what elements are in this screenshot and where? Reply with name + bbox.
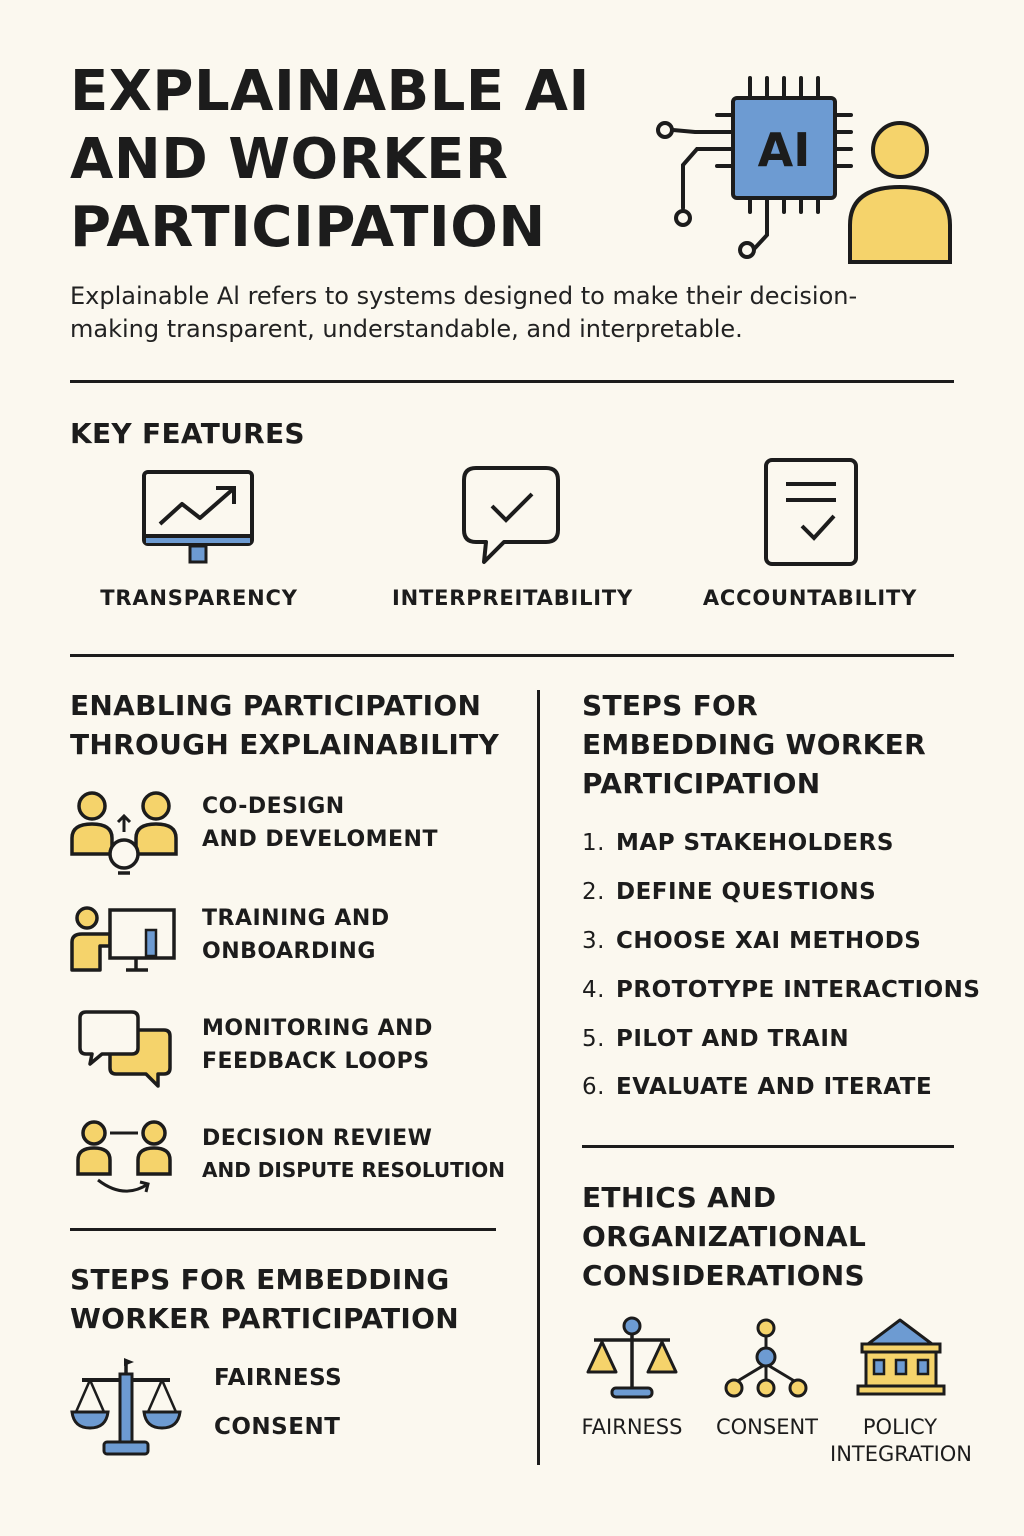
steps-left-fairness: FAIRNESS (214, 1365, 343, 1391)
step-item: 2. DEFINE QUESTIONS (582, 879, 877, 905)
chip-text: AI (758, 123, 811, 177)
page-title: EXPLAINABLE AI AND WORKER PARTICIPATION (70, 58, 630, 262)
enabling-item-co-design: CO-DESIGN AND DEVELOMENT (202, 794, 438, 852)
enabling-item-decision-review: DECISION REVIEW AND DISPUTE RESOLUTION (202, 1126, 505, 1182)
divider (70, 654, 954, 657)
people-exchange-icon (76, 1120, 172, 1193)
step-item: 5. PILOT AND TRAIN (582, 1026, 850, 1052)
step-item: 4. PROTOTYPE INTERACTIONS (582, 977, 981, 1003)
building-icon (856, 1318, 946, 1396)
ethics-label-policy: POLICY INTEGRATION (830, 1415, 973, 1466)
ai-chip-person-icon: AI (656, 76, 952, 264)
presenter-board-icon (70, 906, 176, 972)
divider (582, 1145, 954, 1148)
step-item: 3. CHOOSE XAI METHODS (582, 928, 922, 954)
enabling-item-monitoring: MONITORING AND FEEDBACK LOOPS (202, 1016, 433, 1074)
intro-line-1: Explainable Al refers to systems designe… (70, 282, 858, 310)
steps-left-consent: CONSENT (214, 1414, 341, 1440)
steps-left-heading: STEPS FOR EMBEDDING WORKER PARTICIPATION (70, 1263, 459, 1335)
enabling-heading-line-2: THROUGH EXPLAINABILITY (70, 728, 500, 761)
monitor-chart-icon (142, 470, 254, 564)
column-divider (537, 690, 540, 1465)
feature-label-transparency: TRANSPARENCY (100, 586, 298, 610)
divider (70, 1228, 496, 1231)
chat-bubbles-icon (78, 1010, 172, 1088)
ethics-label-fairness: FAIRNESS (581, 1415, 683, 1439)
document-check-icon (764, 458, 858, 566)
steps-right-heading: STEPS FOR EMBEDDING WORKER PARTICIPATION (582, 689, 926, 800)
hierarchy-icon (724, 1318, 808, 1398)
title-line-2: AND WORKER (70, 127, 509, 192)
feature-label-interpretability: INTERPREITABILITY (392, 586, 634, 610)
intro-line-2: making transparent, understandable, and … (70, 315, 743, 343)
people-idea-icon (70, 791, 178, 875)
ethics-label-consent: CONSENT (715, 1415, 819, 1439)
intro-text: Explainable Al refers to systems designe… (70, 280, 930, 346)
title-line-3: PARTICIPATION (70, 195, 546, 260)
scales-icon (586, 1316, 678, 1399)
speech-check-icon (462, 466, 560, 564)
enabling-item-training: TRAINING AND ONBOARDING (202, 906, 390, 964)
title-line-1: EXPLAINABLE AI (70, 59, 590, 124)
step-item: 1. MAP STAKEHOLDERS (582, 830, 894, 856)
enabling-heading: ENABLING PARTICIPATION THROUGH EXPLAINAB… (70, 686, 499, 764)
key-features-heading: KEY FEATURES (70, 417, 305, 450)
enabling-heading-line-1: ENABLING PARTICIPATION (70, 689, 482, 722)
step-item: 6. EVALUATE AND ITERATE (582, 1074, 933, 1100)
ethics-heading: ETHICS AND ORGANIZATIONAL CONSIDERATIONS (582, 1181, 867, 1292)
divider (70, 380, 954, 383)
scales-icon (70, 1358, 182, 1456)
feature-label-accountability: ACCOUNTABILITY (702, 586, 918, 610)
